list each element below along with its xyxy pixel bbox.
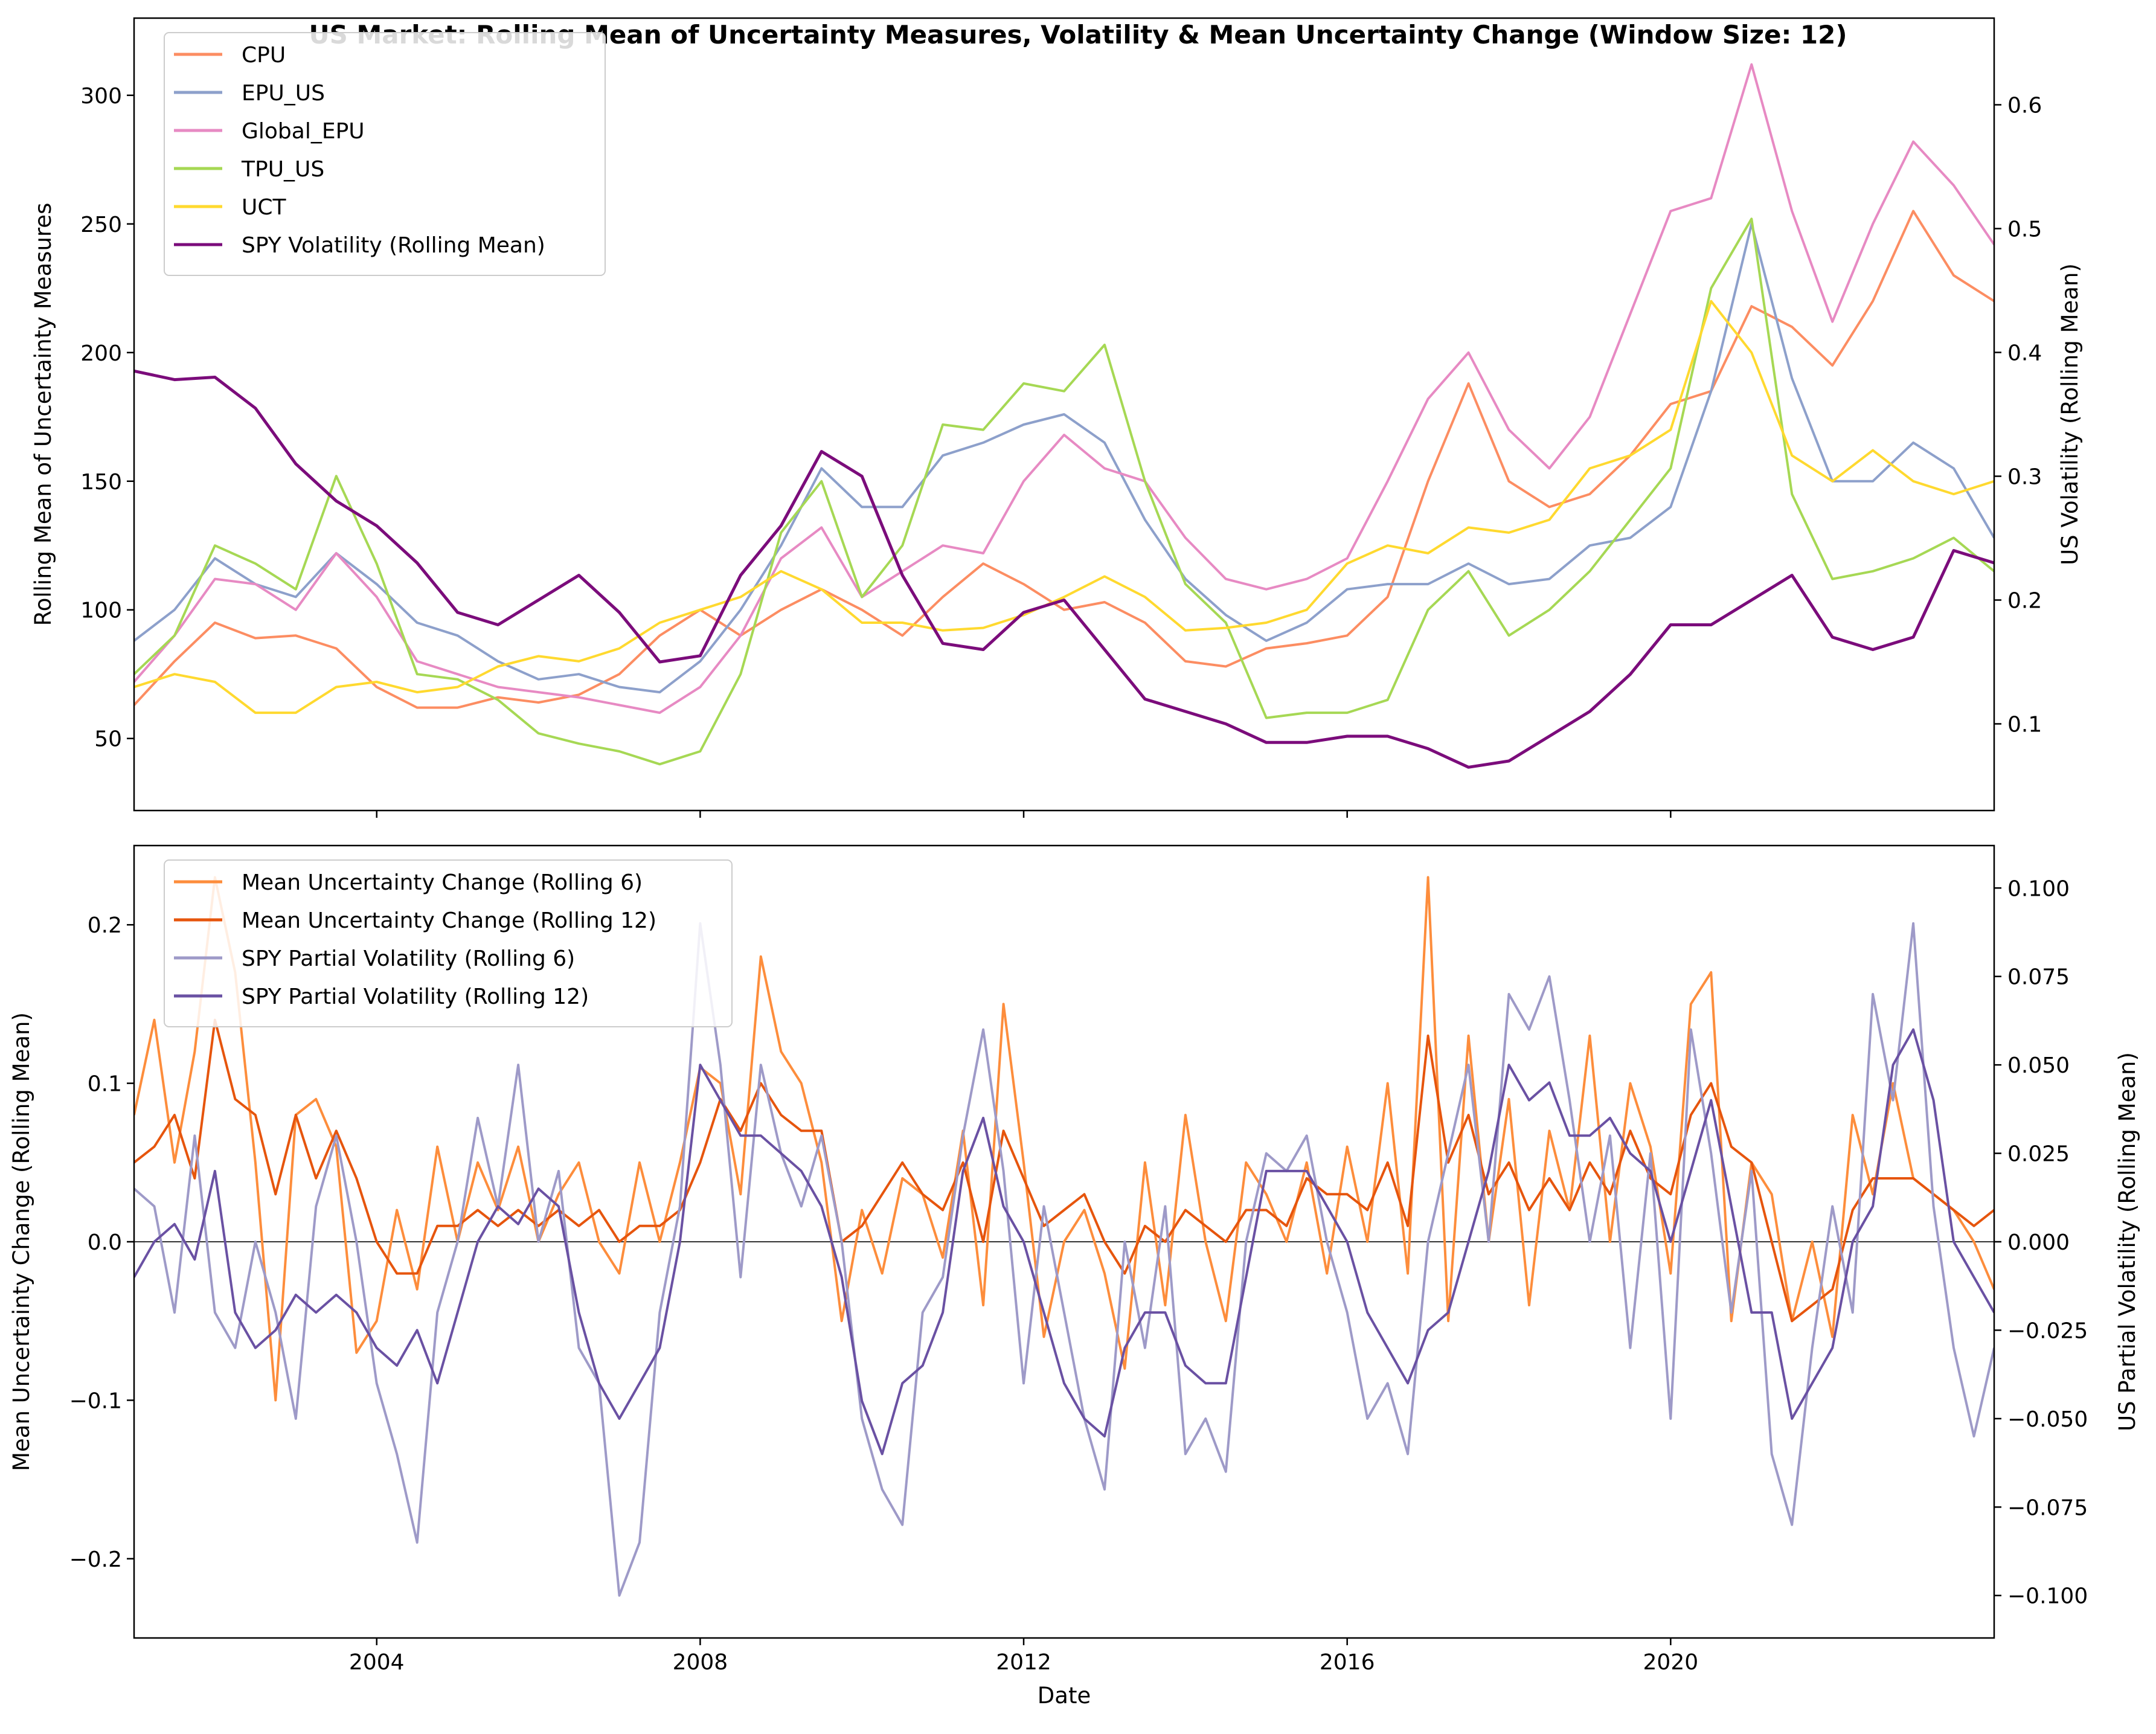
bottom-y-axis-label: Mean Uncertainty Change (Rolling Mean) bbox=[8, 1012, 34, 1471]
bottom-y2-tick-label: −0.075 bbox=[2007, 1495, 2088, 1520]
top-y-axis-label: Rolling Mean of Uncertainty Measures bbox=[30, 203, 56, 626]
bottom-legend-box bbox=[164, 859, 733, 1027]
bottom-x-tick-label: 2004 bbox=[349, 1650, 405, 1675]
top-y-tick-label: 250 bbox=[80, 213, 122, 237]
bottom-y-tick-label: 0.1 bbox=[88, 1072, 122, 1097]
bottom-x-tick-label: 2016 bbox=[1320, 1650, 1375, 1675]
top-legend-label-spy-volatility-rolling-mean: SPY Volatility (Rolling Mean) bbox=[242, 233, 545, 258]
bottom-x-axis-label: Date bbox=[1038, 1683, 1091, 1709]
top-y-tick-label: 300 bbox=[80, 84, 122, 109]
top-legend-label-global-epu: Global_EPU bbox=[242, 119, 365, 144]
bottom-series-spy-partial-volatility-rolling-6 bbox=[134, 922, 1994, 1597]
bottom-y-tick-label: −0.1 bbox=[69, 1389, 122, 1413]
bottom-y2-tick-label: 0.025 bbox=[2007, 1142, 2070, 1167]
top-y-tick-label: 150 bbox=[80, 470, 122, 495]
bottom-legend: Mean Uncertainty Change (Rolling 6) Mean … bbox=[164, 859, 733, 1027]
bottom-y2-tick-label: 0.075 bbox=[2007, 965, 2070, 990]
bottom-y-tick-label: 0.0 bbox=[88, 1230, 122, 1255]
top-series-tpu-us bbox=[134, 217, 1994, 766]
bottom-y2-tick-label: 0.000 bbox=[2007, 1230, 2070, 1255]
bottom-legend-label-spy-partial-volatility-rolling-6: SPY Partial Volatility (Rolling 6) bbox=[242, 946, 575, 971]
top-y2-tick-label: 0.2 bbox=[2007, 589, 2042, 614]
bottom-series-spy-partial-volatility-rolling-12 bbox=[134, 1028, 1994, 1456]
top-y2-tick-label: 0.5 bbox=[2007, 217, 2042, 242]
top-legend-label-tpu-us: TPU_US bbox=[241, 157, 324, 182]
bottom-series-mean-uncertainty-change-rolling-6 bbox=[134, 876, 1994, 1402]
top-legend: CPU EPU_US Global_EPU TPU_US UCT SPY Volatili… bbox=[164, 32, 606, 276]
top-y-tick-label: 100 bbox=[80, 599, 122, 623]
bottom-x-tick-label: 2008 bbox=[673, 1650, 728, 1675]
bottom-y2-tick-label: −0.050 bbox=[2007, 1407, 2088, 1432]
bottom-y-tick-label: 0.2 bbox=[88, 913, 122, 938]
top-series-cpu bbox=[134, 210, 1994, 709]
bottom-y2-tick-label: 0.100 bbox=[2007, 876, 2070, 901]
bottom-panel: 2004 2008 2012 2016 2020 −0.2 −0.1 0.0 0.1 0.2 −0.… bbox=[8, 844, 2140, 1709]
bottom-y2-tick-label: −0.100 bbox=[2007, 1584, 2088, 1609]
bottom-y2-axis-label: US Partial Volatility (Rolling Mean) bbox=[2114, 1052, 2140, 1431]
bottom-y2-tick-label: 0.050 bbox=[2007, 1053, 2070, 1078]
top-legend-label-cpu: CPU bbox=[242, 43, 286, 68]
top-legend-label-uct: UCT bbox=[242, 195, 286, 220]
top-y2-axis-label: US Volatility (Rolling Mean) bbox=[2057, 263, 2083, 565]
bottom-y2-tick-label: −0.025 bbox=[2007, 1318, 2088, 1343]
top-y2-tick-label: 0.4 bbox=[2007, 341, 2042, 366]
top-y2-tick-label: 0.3 bbox=[2007, 465, 2042, 490]
top-legend-label-epu-us: EPU_US bbox=[242, 81, 325, 106]
top-y-tick-label: 200 bbox=[80, 341, 122, 366]
top-legend-box bbox=[164, 32, 606, 276]
top-panel: 50 100 150 200 250 300 0.1 0.2 0.3 0.4 0.5 0.6 Rolli… bbox=[30, 17, 2083, 818]
top-series-spy-volatility-rolling-mean bbox=[134, 369, 1994, 769]
bottom-x-tick-label: 2012 bbox=[996, 1650, 1051, 1675]
top-y2-tick-label: 0.1 bbox=[2007, 713, 2042, 737]
bottom-legend-label-mean-uncertainty-change-rolling-12: Mean Uncertainty Change (Rolling 12) bbox=[242, 908, 656, 933]
top-series-epu-us bbox=[134, 222, 1994, 694]
bottom-legend-label-mean-uncertainty-change-rolling-6: Mean Uncertainty Change (Rolling 6) bbox=[242, 870, 643, 895]
top-series-uct bbox=[134, 300, 1994, 714]
top-y-tick-label: 50 bbox=[94, 727, 122, 752]
bottom-y-tick-label: −0.2 bbox=[69, 1547, 122, 1572]
bottom-legend-label-spy-partial-volatility-rolling-12: SPY Partial Volatility (Rolling 12) bbox=[242, 984, 589, 1009]
bottom-x-tick-label: 2020 bbox=[1643, 1650, 1699, 1675]
top-plot-frame bbox=[133, 17, 1995, 812]
top-series-global-epu bbox=[134, 63, 1994, 714]
top-y2-tick-label: 0.6 bbox=[2007, 94, 2042, 118]
